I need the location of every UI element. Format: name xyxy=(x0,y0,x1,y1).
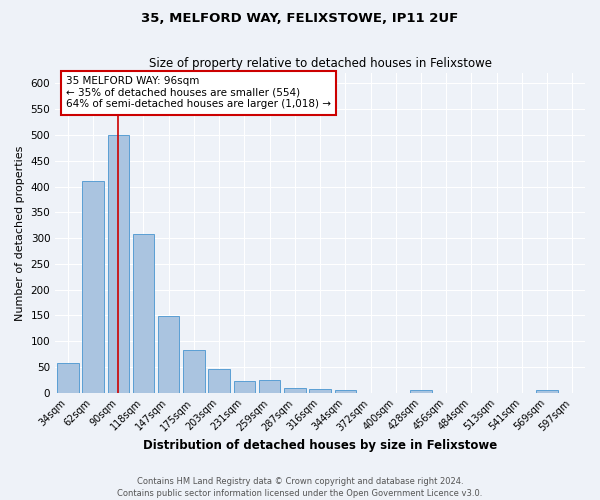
Bar xyxy=(183,350,205,393)
Bar xyxy=(133,234,154,393)
Text: Contains HM Land Registry data © Crown copyright and database right 2024.
Contai: Contains HM Land Registry data © Crown c… xyxy=(118,476,482,498)
Bar xyxy=(82,182,104,393)
Bar xyxy=(233,382,255,393)
X-axis label: Distribution of detached houses by size in Felixstowe: Distribution of detached houses by size … xyxy=(143,440,497,452)
Bar xyxy=(284,388,305,393)
Bar xyxy=(536,390,558,393)
Bar xyxy=(259,380,280,393)
Y-axis label: Number of detached properties: Number of detached properties xyxy=(15,145,25,320)
Bar xyxy=(57,364,79,393)
Bar xyxy=(158,316,179,393)
Bar xyxy=(410,390,432,393)
Bar xyxy=(107,135,129,393)
Text: 35 MELFORD WAY: 96sqm
← 35% of detached houses are smaller (554)
64% of semi-det: 35 MELFORD WAY: 96sqm ← 35% of detached … xyxy=(66,76,331,110)
Bar xyxy=(335,390,356,393)
Title: Size of property relative to detached houses in Felixstowe: Size of property relative to detached ho… xyxy=(149,58,491,70)
Text: 35, MELFORD WAY, FELIXSTOWE, IP11 2UF: 35, MELFORD WAY, FELIXSTOWE, IP11 2UF xyxy=(142,12,458,26)
Bar xyxy=(208,369,230,393)
Bar xyxy=(310,388,331,393)
